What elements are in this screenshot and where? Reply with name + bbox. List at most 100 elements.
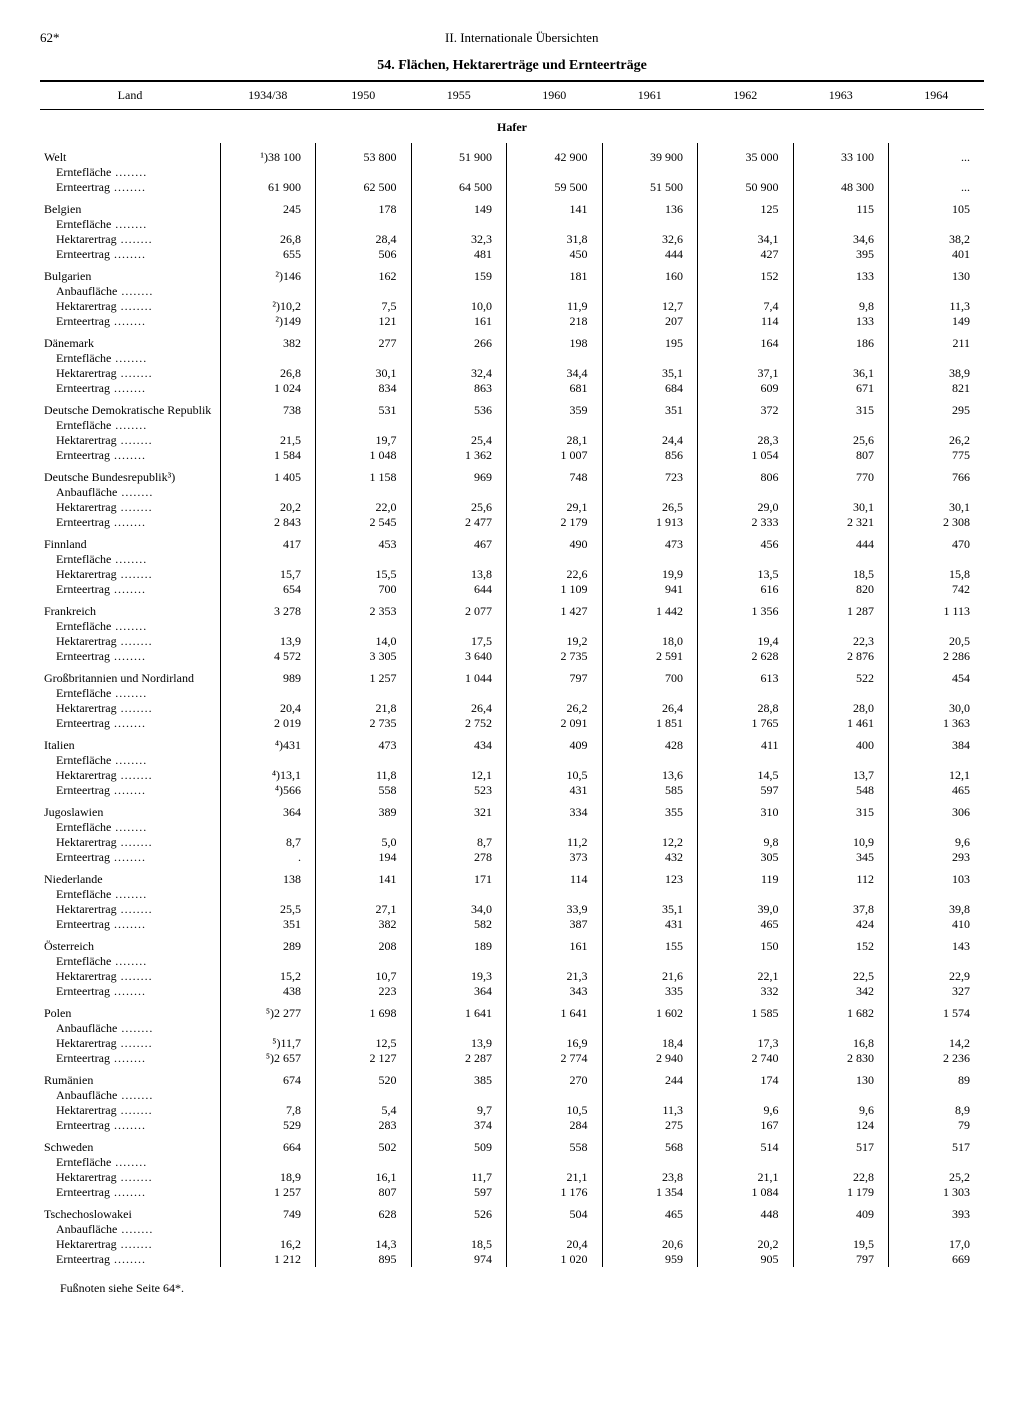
cell: 159 [411,262,507,299]
cell: 11,3 [602,1103,698,1118]
row-label: Hektarertrag [40,567,220,582]
cell: 514 [698,1133,794,1170]
cell: 20,2 [698,1237,794,1252]
cell: 609 [698,381,794,396]
cell: 138 [220,865,316,902]
cell: 5,0 [316,835,412,850]
cell: 149 [411,195,507,232]
row-label: Hektarertrag [40,768,220,783]
cell: 389 [316,798,412,835]
cell: 277 [316,329,412,366]
cell: 121 [316,314,412,329]
cell: 359 [507,396,603,433]
section-header: Hafer [40,110,984,144]
cell: 149 [889,314,985,329]
row-label: FrankreichErntefläche [40,597,220,634]
country-name: Deutsche Demokratische Republik [44,403,216,418]
cell: 13,7 [793,768,889,783]
cell: 1 303 [889,1185,985,1200]
cell: 1 427 [507,597,603,634]
row-label: DänemarkErntefläche [40,329,220,366]
cell: 2 236 [889,1051,985,1066]
cell: 1 851 [602,716,698,731]
cell: 16,8 [793,1036,889,1051]
cell: 189 [411,932,507,969]
cell: 161 [507,932,603,969]
cell: 143 [889,932,985,969]
table-title: 54. Flächen, Hektarerträge und Ernteertr… [40,58,984,74]
cell: 11,7 [411,1170,507,1185]
cell: 2 876 [793,649,889,664]
cell: 742 [889,582,985,597]
cell: 444 [793,530,889,567]
col-header: 1955 [411,81,507,110]
row-label: Ernteertrag [40,247,220,262]
cell: 17,5 [411,634,507,649]
cell: 12,1 [889,768,985,783]
cell: 30,1 [316,366,412,381]
cell: 10,9 [793,835,889,850]
cell: ²)149 [220,314,316,329]
cell: 26,8 [220,232,316,247]
cell: 15,5 [316,567,412,582]
cell: 321 [411,798,507,835]
cell: 19,9 [602,567,698,582]
cell: 807 [316,1185,412,1200]
cell: 681 [507,381,603,396]
cell: 21,1 [698,1170,794,1185]
country-name: Belgien [44,202,216,217]
cell: 465 [602,1200,698,1237]
row-label: Ernteertrag [40,314,220,329]
col-header: 1964 [889,81,985,110]
row-label: Hektarertrag [40,701,220,716]
cell: 15,2 [220,969,316,984]
cell: 5,4 [316,1103,412,1118]
cell: 568 [602,1133,698,1170]
cell: 2 179 [507,515,603,530]
cell: 37,1 [698,366,794,381]
cell: 7,8 [220,1103,316,1118]
cell: 473 [316,731,412,768]
cell: 19,3 [411,969,507,984]
cell: 38,9 [889,366,985,381]
cell: 517 [793,1133,889,1170]
cell: 941 [602,582,698,597]
cell: 2 308 [889,515,985,530]
cell: 141 [507,195,603,232]
cell: 295 [889,396,985,433]
cell: 13,5 [698,567,794,582]
cell: 335 [602,984,698,999]
cell: 123 [602,865,698,902]
cell: 22,0 [316,500,412,515]
cell: 293 [889,850,985,865]
cell: 17,3 [698,1036,794,1051]
cell: 517 [889,1133,985,1170]
cell: 16,1 [316,1170,412,1185]
cell: 32,4 [411,366,507,381]
country-name: Italien [44,738,216,753]
cell: 526 [411,1200,507,1237]
cell: 62 500 [316,180,412,195]
cell: 42 900 [507,143,603,180]
cell: 28,1 [507,433,603,448]
row-label: BelgienErntefläche [40,195,220,232]
cell: 1 363 [889,716,985,731]
cell: 372 [698,396,794,433]
cell: 723 [602,463,698,500]
cell: 19,4 [698,634,794,649]
cell: 1 362 [411,448,507,463]
cell: 2 321 [793,515,889,530]
cell: 2 830 [793,1051,889,1066]
cell: 1 212 [220,1252,316,1267]
cell: 431 [507,783,603,798]
cell: 1 007 [507,448,603,463]
row-label: Großbritannien und NordirlandErntefläche [40,664,220,701]
cell: 26,8 [220,366,316,381]
header-row: Land1934/381950195519601961196219631964 [40,81,984,110]
row-label: Ernteertrag [40,1185,220,1200]
country-name: Rumänien [44,1073,216,1088]
cell: 19,7 [316,433,412,448]
cell: 1 698 [316,999,412,1036]
row-label: TschechoslowakeiAnbaufläche [40,1200,220,1237]
cell: ²)146 [220,262,316,299]
